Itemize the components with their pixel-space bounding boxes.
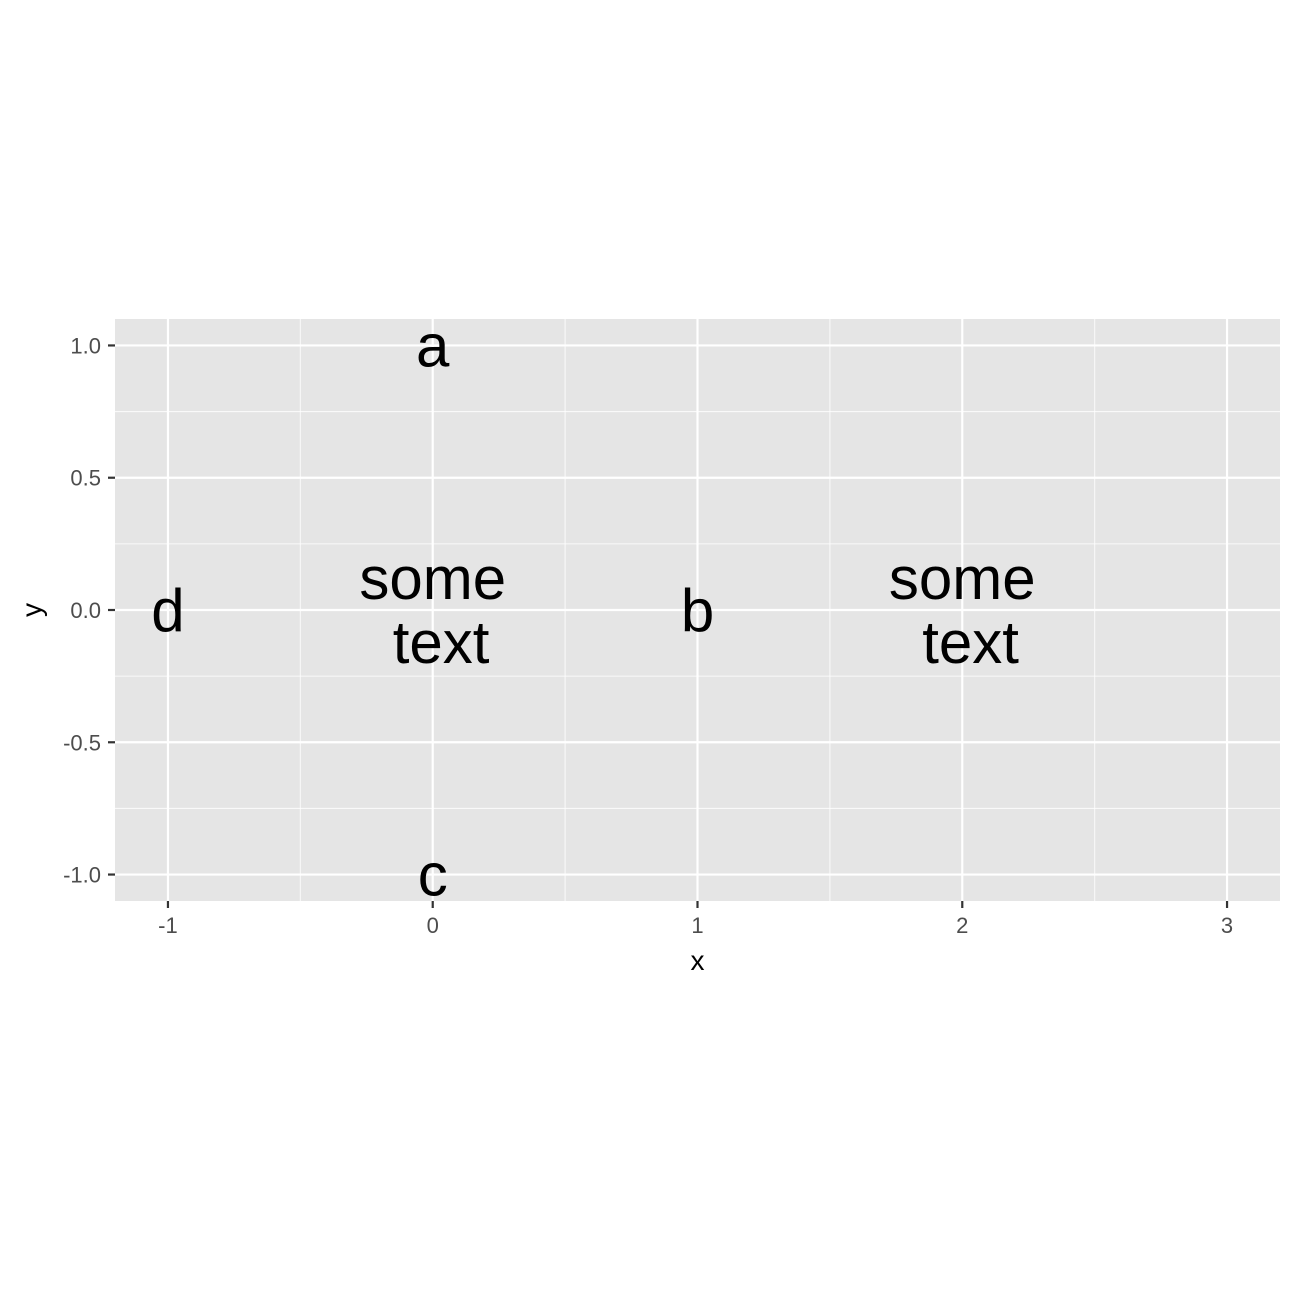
x-tick-label: -1 <box>158 913 178 938</box>
x-tick-label: 2 <box>956 913 968 938</box>
x-axis-title: x <box>691 945 705 976</box>
point-label: a <box>416 312 450 379</box>
point-label: c <box>418 842 448 909</box>
point-label-line: c <box>418 842 448 909</box>
point-label: some text <box>889 545 1036 676</box>
y-tick-label: -0.5 <box>63 730 101 755</box>
x-tick-label: 0 <box>427 913 439 938</box>
x-tick-label: 1 <box>691 913 703 938</box>
point-label-line: text <box>376 609 490 676</box>
point-label-line: a <box>416 312 450 379</box>
x-tick-label: 3 <box>1221 913 1233 938</box>
point-label: d <box>151 577 184 644</box>
y-tick-label: 0.5 <box>70 466 101 491</box>
point-label-line: some <box>889 545 1036 612</box>
point-label: b <box>681 577 714 644</box>
y-tick-label: 1.0 <box>70 333 101 358</box>
point-label-line: b <box>681 577 714 644</box>
y-tick-label: -1.0 <box>63 863 101 888</box>
point-label: some text <box>359 545 506 676</box>
y-tick-label: 0.0 <box>70 598 101 623</box>
point-label-line: d <box>151 577 184 644</box>
point-label-line: some <box>359 545 506 612</box>
y-axis-title: y <box>16 603 47 617</box>
point-label-line: text <box>906 609 1020 676</box>
